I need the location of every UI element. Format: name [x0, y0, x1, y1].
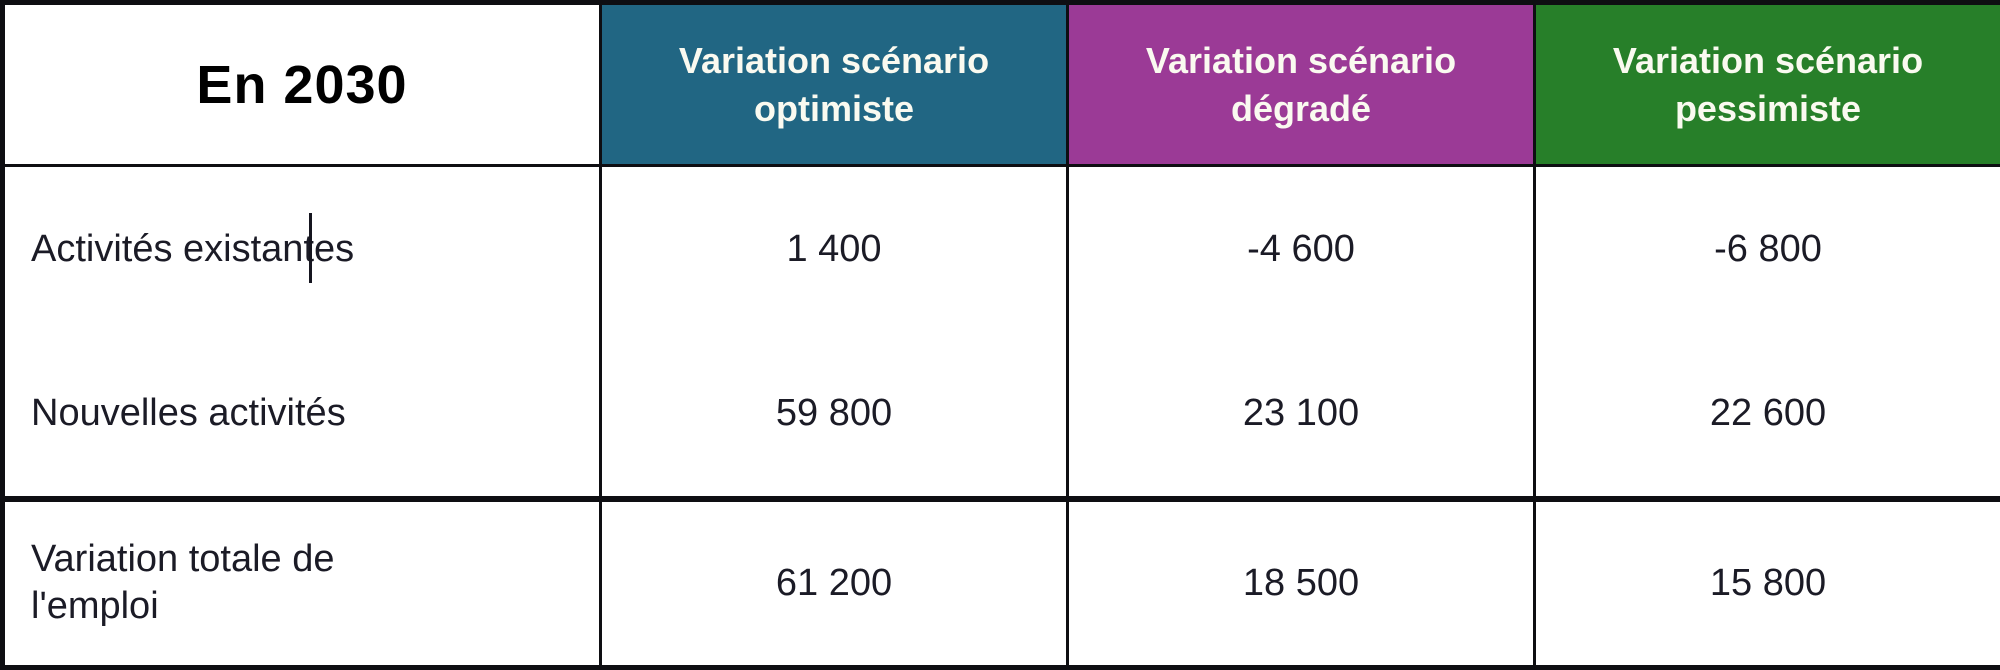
column-header-pessimiste-label: Variation scénario pessimiste — [1612, 39, 1924, 129]
row-label: Nouvelles activités — [31, 392, 346, 435]
cell-value: 22 600 — [1709, 392, 1827, 435]
column-header-optimiste[interactable]: Variation scénario optimiste — [599, 1, 1069, 167]
row-label: Activités existantes — [31, 227, 355, 270]
value-cell-pessimiste[interactable]: 22 600 — [1533, 332, 2000, 502]
cell-value: -4 600 — [1247, 228, 1355, 271]
text-cursor — [309, 213, 312, 283]
table-row-nouvelles-activites: Nouvelles activités 59 800 23 100 22 600 — [1, 332, 2000, 502]
row-label-cell[interactable]: Activités existantes — [1, 164, 602, 333]
column-header-pessimiste[interactable]: Variation scénario pessimiste — [1533, 1, 2000, 167]
value-cell-optimiste[interactable]: 61 200 — [599, 497, 1069, 669]
column-header-degrade[interactable]: Variation scénario dégradé — [1066, 1, 1536, 167]
value-cell-pessimiste[interactable]: -6 800 — [1533, 164, 2000, 333]
value-cell-degrade[interactable]: -4 600 — [1066, 164, 1536, 333]
cell-value: -6 800 — [1714, 228, 1822, 271]
value-cell-degrade[interactable]: 23 100 — [1066, 332, 1536, 502]
table-row-activites-existantes: Activités existantes 1 400 -4 600 -6 800 — [1, 164, 2000, 333]
value-cell-optimiste[interactable]: 59 800 — [599, 332, 1069, 502]
table-header-row: En 2030 Variation scénario optimiste Var… — [1, 1, 2000, 167]
cell-value: 18 500 — [1242, 561, 1360, 604]
table-row-variation-totale: Variation totale de l'emploi 61 200 18 5… — [1, 497, 2000, 669]
cell-value: 1 400 — [786, 228, 882, 271]
row-label: Variation totale de l'emploi — [31, 537, 335, 628]
table-title-cell[interactable]: En 2030 — [1, 1, 602, 167]
cell-value: 23 100 — [1242, 392, 1360, 435]
column-header-optimiste-label: Variation scénario optimiste — [678, 39, 990, 129]
value-cell-optimiste[interactable]: 1 400 — [599, 164, 1069, 333]
value-cell-degrade[interactable]: 18 500 — [1066, 497, 1536, 669]
cell-value: 15 800 — [1709, 561, 1827, 604]
row-label-cell[interactable]: Variation totale de l'emploi — [1, 497, 602, 669]
table-title: En 2030 — [196, 54, 408, 115]
cell-value: 59 800 — [775, 392, 893, 435]
row-label-cell[interactable]: Nouvelles activités — [1, 332, 602, 502]
column-header-degrade-label: Variation scénario dégradé — [1145, 39, 1457, 129]
cell-value: 61 200 — [775, 561, 893, 604]
value-cell-pessimiste[interactable]: 15 800 — [1533, 497, 2000, 669]
